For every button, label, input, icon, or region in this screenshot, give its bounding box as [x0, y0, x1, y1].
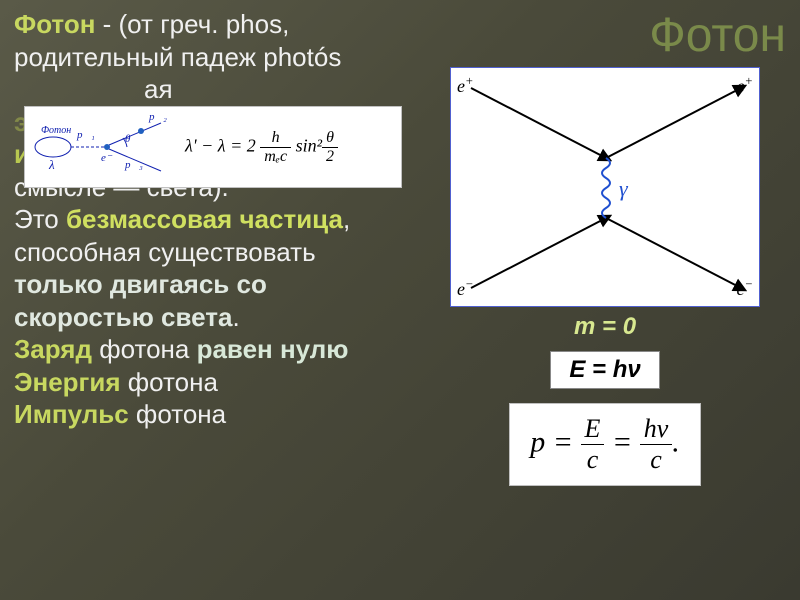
- momentum-frac1: E c: [581, 414, 605, 475]
- text-speed: скоростью света: [14, 302, 232, 332]
- frac-den: 2: [322, 148, 338, 166]
- compton-inset: Фотон p⃗₁ p⃗₂ p⃗₃ θ e⁻ λ λ' − λ = 2 h mₑ…: [24, 106, 402, 188]
- text-impulse: Импульс: [14, 399, 129, 429]
- text-line: ,: [343, 204, 350, 234]
- right-column: Фотон e+ e+ e− e− γ m = 0 E = hν: [424, 8, 786, 586]
- text-line: .: [232, 302, 239, 332]
- momentum-lhs: p =: [530, 425, 573, 458]
- compton-label-p2: p⃗₂: [149, 111, 167, 123]
- frac-num: θ: [322, 129, 338, 148]
- frac-den: mₑc: [260, 148, 291, 166]
- text-line: фотона: [121, 367, 218, 397]
- formula-momentum: p = E c = hν c .: [509, 403, 700, 486]
- text-line: способная существовать: [14, 237, 316, 267]
- compton-formula: λ' − λ = 2 h mₑc sin² θ 2: [181, 129, 395, 166]
- compton-frac1: h mₑc: [260, 129, 291, 166]
- slide-root: Фотон - (от греч. phos, родительный паде…: [0, 0, 800, 600]
- label-e-minus-bl: e−: [457, 277, 474, 300]
- label-e-plus-tr: e+: [737, 74, 754, 97]
- frac-num: hν: [640, 414, 673, 445]
- paragraph: Фотон - (от греч. phos, родительный паде…: [14, 8, 414, 431]
- momentum-eq: =: [612, 425, 632, 458]
- compton-label-lambda: λ: [49, 157, 55, 173]
- page-title: Фотон: [424, 8, 786, 63]
- text-line: родительный падеж photós: [14, 42, 341, 72]
- compton-label-photon: Фотон: [41, 125, 71, 136]
- text-line: фотона: [92, 334, 197, 364]
- frac-den: c: [640, 445, 673, 475]
- momentum-end: .: [672, 425, 680, 458]
- text-line: ая: [14, 74, 173, 104]
- formula-lhs: λ' − λ = 2: [185, 135, 256, 155]
- text-energy: Энергия: [14, 367, 121, 397]
- feynman-svg: [451, 68, 761, 308]
- compton-label-p1: p⃗₁: [77, 129, 95, 141]
- compton-label-p3: p⃗₃: [125, 159, 143, 171]
- term-photon: Фотон: [14, 9, 95, 39]
- text-speed: только двигаясь со: [14, 269, 267, 299]
- label-e-plus-tl: e+: [457, 74, 474, 97]
- formula-mass-zero: m = 0: [574, 313, 636, 341]
- frac-num: h: [260, 129, 291, 148]
- compton-label-e: e⁻: [101, 151, 112, 164]
- compton-frac2: θ 2: [322, 129, 338, 166]
- label-e-minus-br: e−: [737, 277, 754, 300]
- left-column: Фотон - (от греч. phos, родительный паде…: [14, 8, 424, 586]
- text-charge: Заряд: [14, 334, 92, 364]
- frac-den: c: [581, 445, 605, 475]
- text-line: - (от греч. phos,: [95, 9, 289, 39]
- feynman-diagram: e+ e+ e− e− γ: [450, 67, 760, 307]
- frac-num: E: [581, 414, 605, 445]
- text-zero: равен нулю: [197, 334, 349, 364]
- text-line: фотона: [129, 399, 226, 429]
- label-gamma: γ: [619, 176, 628, 202]
- compton-label-theta: θ: [125, 133, 130, 145]
- text-line: Это: [14, 204, 66, 234]
- formula-sin: sin²: [296, 135, 322, 155]
- momentum-frac2: hν c: [640, 414, 673, 475]
- compton-diagram: Фотон p⃗₁ p⃗₂ p⃗₃ θ e⁻ λ: [31, 111, 181, 183]
- text-massless: безмассовая частица: [66, 204, 343, 234]
- formula-energy: E = hν: [550, 351, 659, 389]
